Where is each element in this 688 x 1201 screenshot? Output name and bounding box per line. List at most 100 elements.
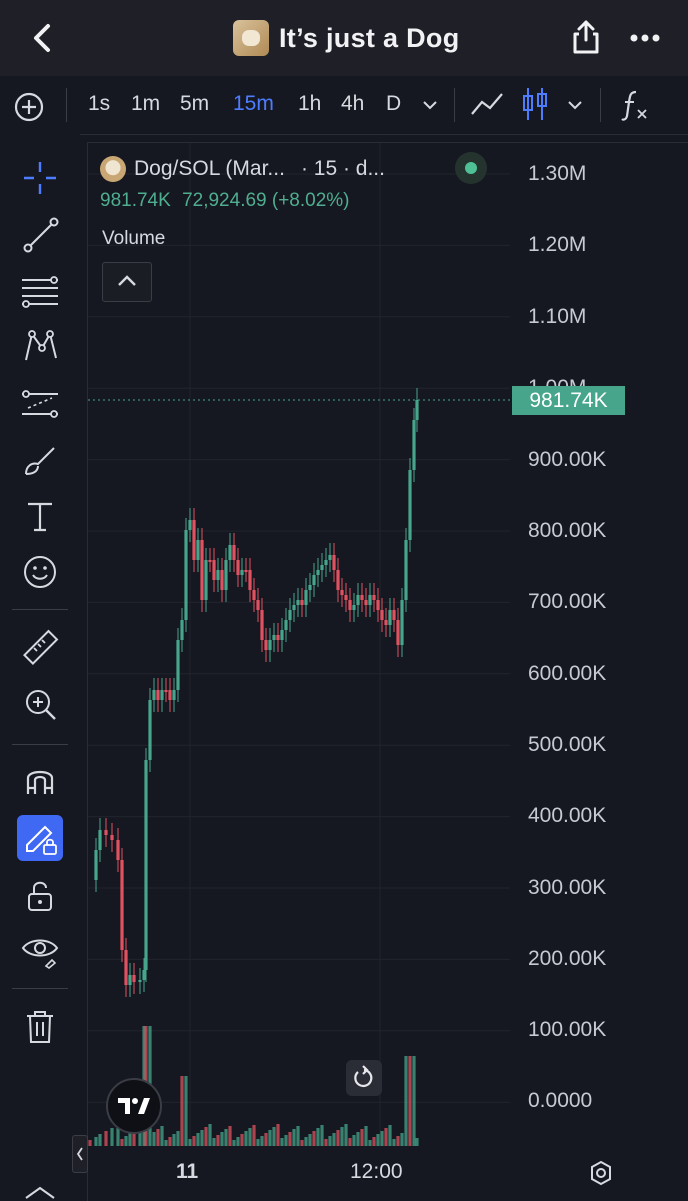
volume-bar xyxy=(196,1133,200,1146)
sidebar-toggle[interactable] xyxy=(72,1135,88,1173)
candle-body xyxy=(352,605,356,610)
trash-icon[interactable] xyxy=(20,1007,60,1047)
chevron-down-icon[interactable] xyxy=(565,98,585,112)
zoom-icon[interactable] xyxy=(20,684,60,724)
candle-body xyxy=(415,400,419,420)
candle-body xyxy=(160,690,164,700)
candle-body xyxy=(256,600,260,610)
price-axis-label: 1.30M xyxy=(528,162,587,185)
symbol-name[interactable]: Dog/SOL (Mar... xyxy=(134,157,285,180)
price-axis-label: 1.10M xyxy=(528,305,587,328)
price-axis-label: 400.00K xyxy=(528,804,607,827)
volume-bar xyxy=(328,1136,332,1146)
tf-1d[interactable]: D xyxy=(386,92,402,115)
volume-bar xyxy=(248,1128,252,1146)
candle-body xyxy=(312,575,316,585)
ruler-icon[interactable] xyxy=(20,628,60,668)
chart-panel[interactable] xyxy=(87,142,688,1201)
volume-bar xyxy=(376,1134,380,1146)
chevron-up-icon[interactable] xyxy=(22,1184,58,1200)
trend-line-icon[interactable] xyxy=(20,214,60,254)
drawing-tools-sidebar xyxy=(0,134,80,1200)
volume-bar xyxy=(192,1136,196,1146)
volume-bar xyxy=(292,1129,296,1146)
volume-bar xyxy=(380,1131,384,1146)
candle-body xyxy=(336,570,340,590)
lock-drawing-icon[interactable] xyxy=(17,815,63,861)
price-axis-label: 0.0000 xyxy=(528,1089,593,1112)
candle-body xyxy=(184,530,188,620)
more-icon[interactable] xyxy=(630,34,660,42)
candle-body xyxy=(216,570,220,580)
candle-body xyxy=(196,540,200,560)
add-indicator-icon[interactable] xyxy=(13,91,45,123)
candle-body xyxy=(208,560,212,562)
tf-4h[interactable]: 4h xyxy=(341,92,365,115)
volume-bar xyxy=(138,1127,142,1146)
candle-body xyxy=(204,560,208,600)
tf-1m[interactable]: 1m xyxy=(131,92,161,115)
volume-bar xyxy=(128,1133,132,1146)
volume-bar xyxy=(388,1125,392,1146)
chevron-down-icon[interactable] xyxy=(420,98,440,112)
candle-body xyxy=(332,555,336,570)
magnet-icon[interactable] xyxy=(20,760,60,800)
page-title: It’s just a Dog xyxy=(279,22,460,53)
market-status-dot[interactable] xyxy=(455,152,487,184)
volume-bar xyxy=(348,1138,352,1146)
candle-body xyxy=(124,950,128,985)
settings-icon[interactable] xyxy=(588,1160,614,1186)
tf-5m[interactable]: 5m xyxy=(180,92,210,115)
collapse-legend-button[interactable] xyxy=(102,262,152,302)
crosshair-icon[interactable] xyxy=(20,158,60,198)
tradingview-logo[interactable] xyxy=(106,1078,162,1134)
indicators-fx-icon[interactable] xyxy=(620,88,650,122)
volume-bar xyxy=(280,1138,284,1146)
volume-bar xyxy=(392,1139,396,1146)
unlock-icon[interactable] xyxy=(20,876,60,916)
volume-bar xyxy=(216,1135,220,1146)
volume-bar xyxy=(404,1056,408,1146)
candle-body xyxy=(320,565,324,570)
forecast-icon[interactable] xyxy=(20,384,60,424)
eye-icon[interactable] xyxy=(20,930,60,970)
volume-bar xyxy=(116,1125,120,1146)
top-bar: It’s just a Dog xyxy=(0,0,688,76)
candle-body xyxy=(152,690,156,700)
brush-icon[interactable] xyxy=(20,440,60,480)
volume-bar xyxy=(400,1133,404,1146)
candle-body xyxy=(168,690,172,700)
reset-chart-button[interactable] xyxy=(346,1060,382,1096)
candle-body xyxy=(144,760,148,970)
back-icon[interactable] xyxy=(28,20,58,56)
candle-body xyxy=(296,600,300,605)
tf-15m[interactable]: 15m xyxy=(233,92,274,115)
candle-body xyxy=(132,975,136,982)
tf-1s[interactable]: 1s xyxy=(88,92,111,115)
candle-body xyxy=(180,620,184,640)
emoji-icon[interactable] xyxy=(20,552,60,592)
candle-body xyxy=(316,570,320,575)
candle-body xyxy=(272,635,276,640)
candle-body xyxy=(412,420,416,470)
text-icon[interactable] xyxy=(20,496,60,536)
price-axis-label: 500.00K xyxy=(528,733,607,756)
fib-icon[interactable] xyxy=(20,272,60,312)
share-icon[interactable] xyxy=(570,18,602,56)
volume-bar xyxy=(256,1139,260,1146)
volume-bar xyxy=(304,1137,308,1146)
volume-bar xyxy=(408,1056,412,1146)
volume-bar xyxy=(220,1132,224,1146)
volume-bar xyxy=(276,1124,280,1146)
tf-1h[interactable]: 1h xyxy=(298,92,322,115)
candle-body xyxy=(176,640,180,690)
symbol-interval: · 15 · d... xyxy=(300,157,385,180)
pattern-icon[interactable] xyxy=(20,326,60,366)
candle-body xyxy=(156,690,160,700)
price-axis-label: 800.00K xyxy=(528,519,607,542)
volume-bar xyxy=(264,1133,268,1146)
candles-icon[interactable] xyxy=(520,86,550,122)
volume-bar xyxy=(188,1139,192,1146)
line-chart-icon[interactable] xyxy=(470,90,504,120)
